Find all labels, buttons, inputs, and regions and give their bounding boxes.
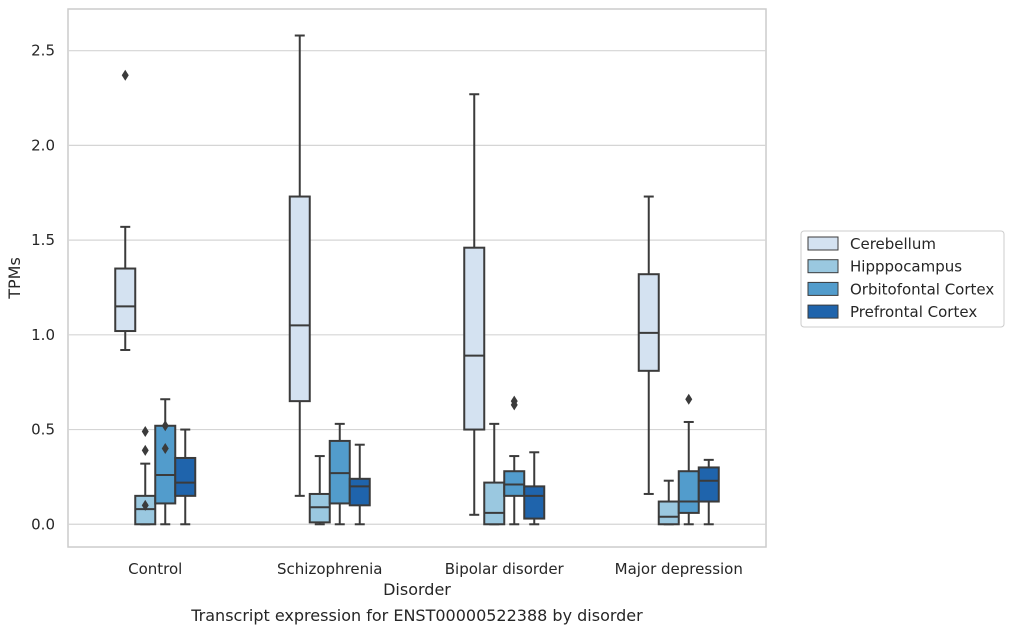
box-iqr — [637, 273, 660, 372]
box-hipppocampus-1 — [308, 455, 331, 526]
outlier-point — [121, 69, 129, 81]
box-hipppocampus-2 — [483, 422, 506, 526]
legend-swatch — [807, 259, 839, 274]
box-prefrontal-cortex-3 — [697, 458, 720, 526]
y-tick-label: 0.5 — [31, 421, 55, 439]
box-iqr — [154, 424, 177, 505]
box-iqr — [657, 500, 680, 526]
outlier-point — [141, 425, 149, 437]
box-iqr — [463, 246, 486, 431]
box-prefrontal-cortex-1 — [348, 443, 371, 526]
box-iqr — [174, 456, 197, 497]
legend-label: Orbitofontal Cortex — [850, 280, 994, 298]
x-tick-label: Control — [128, 560, 182, 578]
box-iqr — [114, 267, 137, 333]
legend-swatch — [807, 281, 839, 296]
legend-swatch — [807, 304, 839, 319]
x-tick-label: Schizophrenia — [277, 560, 382, 578]
box-cerebellum-1 — [288, 34, 311, 497]
box-iqr — [483, 481, 506, 526]
box-orbitofontal-cortex-1 — [328, 422, 351, 526]
y-tick-label: 1.0 — [31, 326, 55, 344]
box-cerebellum-3 — [637, 195, 660, 495]
box-hipppocampus-3 — [657, 479, 680, 526]
legend: Cerebellum Hipppocampus Orbitofontal Corte… — [800, 230, 1005, 328]
legend-label: Hipppocampus — [850, 258, 962, 276]
box-iqr — [348, 477, 371, 507]
legend-frame — [800, 230, 1005, 328]
box-iqr — [697, 466, 720, 503]
legend-label: Prefrontal Cortex — [850, 303, 977, 321]
outlier-point — [141, 499, 149, 511]
box-hipppocampus-0 — [134, 425, 157, 526]
box-iqr — [288, 195, 311, 403]
y-tick-label: 2.0 — [31, 136, 55, 154]
box-prefrontal-cortex-0 — [174, 428, 197, 526]
box-prefrontal-cortex-2 — [523, 451, 546, 526]
y-axis-label: TPMs — [5, 257, 24, 300]
outlier-point — [161, 420, 169, 432]
y-tick-label: 2.5 — [31, 42, 55, 60]
outlier-point — [685, 393, 693, 405]
legend-swatch — [807, 236, 839, 251]
box-cerebellum-2 — [463, 93, 486, 516]
outlier-point — [161, 442, 169, 454]
box-cerebellum-0 — [114, 69, 137, 351]
y-axis-ticks: 0.0 0.5 1.0 1.5 2.0 2.5 — [31, 42, 55, 534]
box-orbitofontal-cortex-3 — [677, 393, 700, 526]
x-tick-label: Major depression — [615, 560, 743, 578]
legend-label: Cerebellum — [850, 235, 936, 253]
figure-caption: Transcript expression for ENST0000052238… — [191, 606, 643, 625]
y-tick-label: 1.5 — [31, 231, 55, 249]
outlier-point — [141, 444, 149, 456]
box-iqr — [677, 470, 700, 514]
x-axis-ticks: Control Schizophrenia Bipolar disorder Majo… — [128, 560, 743, 578]
x-axis-label: Disorder — [383, 580, 451, 599]
outlier-point — [510, 399, 518, 411]
y-tick-label: 0.0 — [31, 515, 55, 533]
x-tick-label: Bipolar disorder — [445, 560, 565, 578]
box-orbitofontal-cortex-2 — [503, 395, 526, 526]
boxes — [114, 34, 720, 526]
box-iqr — [523, 485, 546, 520]
